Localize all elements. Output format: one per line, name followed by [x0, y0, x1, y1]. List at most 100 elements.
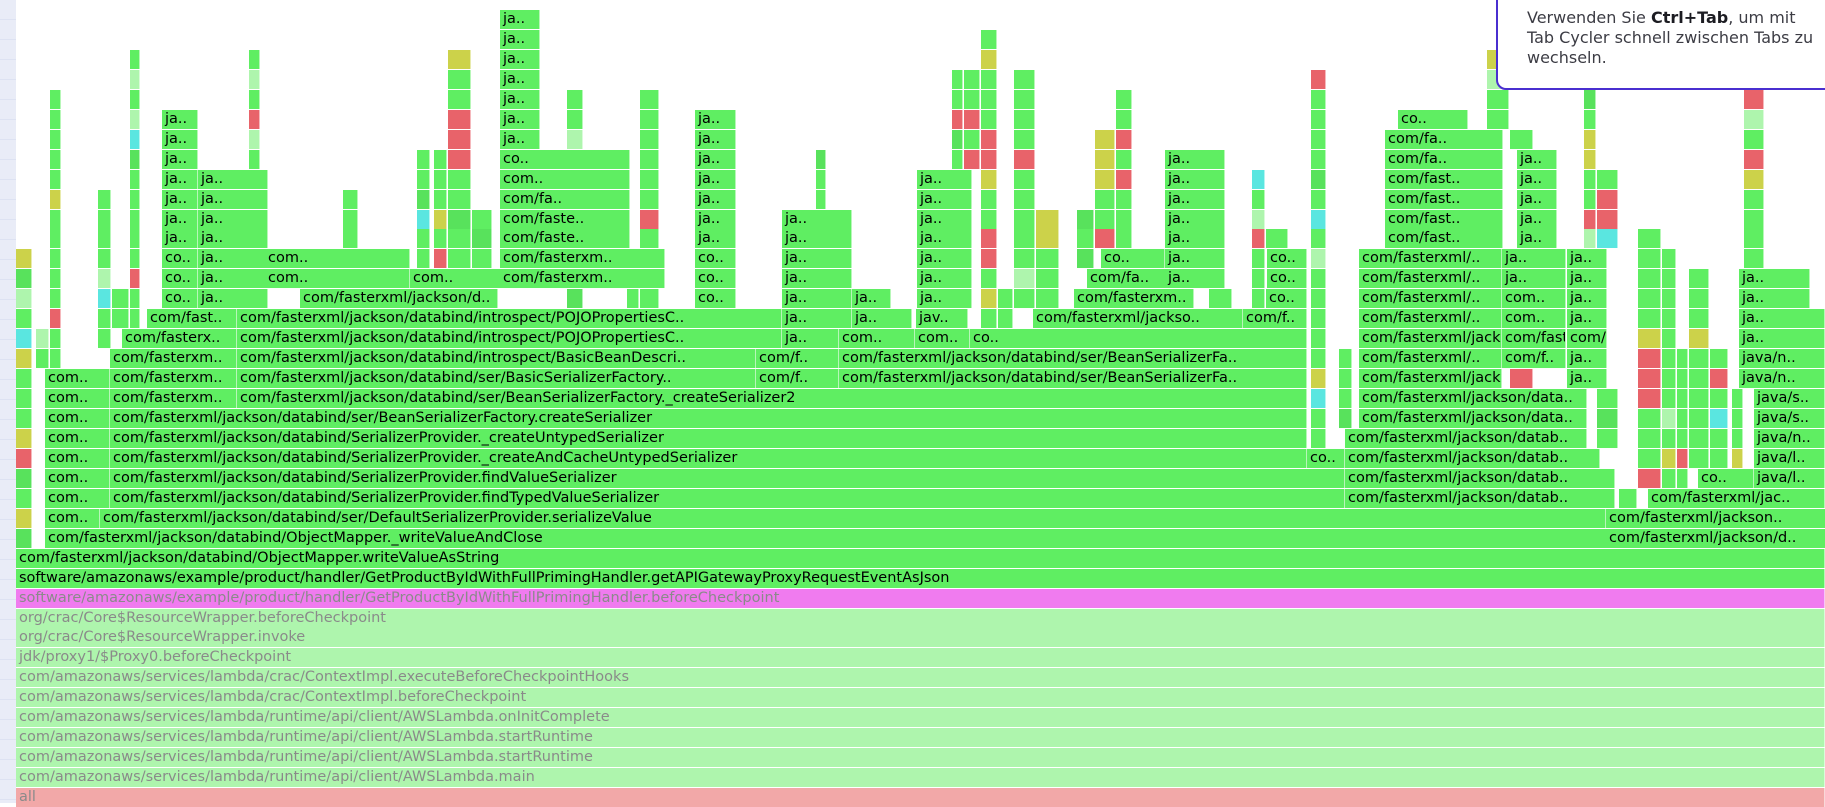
flame-frame[interactable]	[434, 150, 447, 169]
flame-frame[interactable]: ja..	[162, 170, 198, 189]
flame-frame[interactable]	[640, 110, 659, 129]
flame-frame[interactable]: com/fasterxm..	[110, 369, 237, 388]
flame-frame[interactable]	[16, 289, 32, 308]
flame-frame[interactable]	[1597, 429, 1618, 448]
flame-frame[interactable]	[249, 110, 260, 129]
flame-frame[interactable]: ja..	[500, 110, 540, 129]
flame-frame[interactable]: ja..	[1517, 210, 1557, 229]
flame-frame[interactable]: com/fasterxm..	[110, 389, 237, 408]
flame-frame[interactable]	[1311, 229, 1326, 248]
flame-frame[interactable]	[16, 369, 32, 388]
flame-frame[interactable]	[98, 329, 111, 348]
flame-frame[interactable]: ja..	[782, 329, 839, 348]
flame-frame[interactable]: com/f..	[756, 349, 839, 368]
flame-frame[interactable]	[567, 130, 583, 149]
flame-frame[interactable]: com/fasterxml/jackson/datab..	[1345, 449, 1600, 468]
flame-frame[interactable]: com/faste..	[500, 210, 630, 229]
flame-frame[interactable]	[1744, 110, 1764, 129]
flame-frame[interactable]	[1744, 130, 1764, 149]
flame-frame[interactable]	[1662, 469, 1676, 488]
flame-frame[interactable]	[50, 289, 61, 308]
flame-frame[interactable]: co..	[1698, 469, 1754, 488]
flame-frame[interactable]	[1266, 229, 1288, 248]
flame-frame[interactable]: com/fasterxml/jackson/databind/introspec…	[237, 349, 756, 368]
flame-frame[interactable]	[1311, 130, 1326, 149]
flame-frame[interactable]	[98, 289, 111, 308]
flame-frame[interactable]	[640, 130, 659, 149]
flame-frame[interactable]	[130, 70, 140, 89]
flame-frame[interactable]: java/l..	[1754, 469, 1825, 488]
flame-frame[interactable]	[964, 70, 980, 89]
flame-frame[interactable]	[1311, 210, 1326, 229]
flame-frame[interactable]	[981, 110, 997, 129]
flame-frame[interactable]	[1311, 70, 1326, 89]
flame-frame[interactable]	[1732, 409, 1743, 428]
flame-frame[interactable]: ja..	[1739, 309, 1825, 328]
flame-frame[interactable]	[1339, 369, 1352, 388]
flame-frame[interactable]: com/fasterxml/jackson/data..	[1359, 389, 1587, 408]
flame-frame[interactable]	[1677, 469, 1688, 488]
flame-frame[interactable]: co..	[1267, 249, 1307, 268]
flame-frame[interactable]	[640, 90, 659, 109]
flame-frame[interactable]: co..	[1307, 449, 1345, 468]
flame-frame[interactable]	[1311, 249, 1326, 268]
flame-frame[interactable]	[998, 309, 1013, 328]
flame-frame[interactable]	[16, 489, 32, 508]
flame-frame[interactable]: com/fasterxml/jac..	[1648, 489, 1825, 508]
flame-frame[interactable]: ja..	[500, 10, 540, 29]
flame-frame[interactable]: com/fasterxml/jackso..	[1033, 309, 1243, 328]
flame-frame[interactable]	[50, 269, 61, 288]
flame-frame[interactable]	[1584, 90, 1596, 109]
flame-frame[interactable]: com/fasterxml/jackson/databind/Serialize…	[110, 489, 1345, 508]
flame-frame[interactable]	[1311, 329, 1326, 348]
flame-frame[interactable]	[249, 130, 260, 149]
flame-frame[interactable]: ja..	[500, 30, 540, 49]
flame-frame[interactable]	[16, 329, 32, 348]
flame-frame[interactable]	[1638, 249, 1661, 268]
flame-frame[interactable]: ja..	[695, 229, 736, 248]
flame-frame[interactable]: com/fasterxml/jackson/databind/ObjectMap…	[16, 549, 1825, 568]
flame-frame[interactable]	[130, 309, 140, 328]
flame-frame[interactable]	[816, 150, 826, 169]
flame-frame[interactable]	[1744, 190, 1764, 209]
flame-frame[interactable]	[981, 210, 997, 229]
flame-frame[interactable]	[1116, 150, 1132, 169]
flame-frame[interactable]	[1732, 389, 1743, 408]
flame-frame[interactable]	[1689, 409, 1709, 428]
flame-frame[interactable]	[1036, 229, 1059, 248]
flame-frame[interactable]	[434, 190, 447, 209]
flame-frame[interactable]: ja..	[198, 249, 268, 268]
flame-frame[interactable]	[343, 229, 358, 248]
flame-frame[interactable]	[1311, 309, 1326, 328]
flame-frame[interactable]: com/fasterxml/jackson..	[1359, 369, 1502, 388]
flame-frame[interactable]	[1584, 130, 1596, 149]
flame-frame[interactable]	[1689, 269, 1709, 288]
flame-frame[interactable]: ja..	[917, 249, 972, 268]
flame-frame[interactable]	[343, 190, 358, 209]
flame-frame[interactable]	[1311, 110, 1326, 129]
flame-frame[interactable]	[249, 150, 260, 169]
flame-frame[interactable]: ja..	[1165, 170, 1225, 189]
flame-frame[interactable]: ja..	[852, 289, 891, 308]
flame-frame[interactable]	[1116, 190, 1132, 209]
flame-frame[interactable]: ja..	[695, 130, 736, 149]
flame-frame[interactable]	[472, 249, 492, 268]
flame-frame[interactable]	[1677, 389, 1688, 408]
flame-frame[interactable]	[1014, 210, 1035, 229]
flame-frame[interactable]	[1689, 329, 1709, 348]
flame-frame[interactable]	[1095, 130, 1115, 149]
flame-frame[interactable]: com/fast..	[1385, 170, 1503, 189]
flame-frame[interactable]	[1014, 150, 1035, 169]
flame-frame[interactable]: com/fasterxml/jackson/databind/introspec…	[237, 329, 782, 348]
flame-frame[interactable]	[1662, 429, 1676, 448]
flame-frame[interactable]: org/crac/Core$ResourceWrapper.invoke	[16, 628, 1825, 647]
flame-frame[interactable]	[130, 249, 140, 268]
flame-frame[interactable]	[112, 289, 129, 308]
flame-frame[interactable]	[130, 229, 140, 248]
flame-frame[interactable]	[16, 449, 32, 468]
flame-frame[interactable]	[417, 170, 430, 189]
flame-frame[interactable]	[1744, 229, 1764, 248]
flame-frame[interactable]: ja..	[1567, 349, 1607, 368]
flame-frame[interactable]	[1252, 170, 1265, 189]
flame-frame[interactable]	[640, 170, 659, 189]
